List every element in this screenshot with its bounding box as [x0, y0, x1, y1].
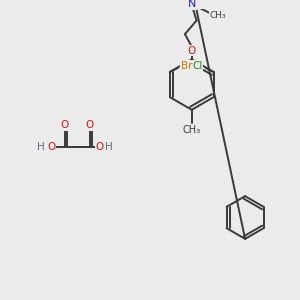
Text: O: O	[86, 120, 94, 130]
Text: O: O	[95, 142, 104, 152]
Text: O: O	[47, 142, 55, 152]
Text: O: O	[61, 120, 69, 130]
Text: H: H	[105, 142, 113, 152]
Text: Br: Br	[181, 61, 192, 71]
Text: Cl: Cl	[192, 61, 202, 71]
Text: H: H	[38, 142, 45, 152]
Text: N: N	[188, 0, 196, 9]
Text: O: O	[188, 46, 196, 56]
Text: CH₃: CH₃	[210, 11, 226, 20]
Text: CH₃: CH₃	[183, 125, 201, 135]
